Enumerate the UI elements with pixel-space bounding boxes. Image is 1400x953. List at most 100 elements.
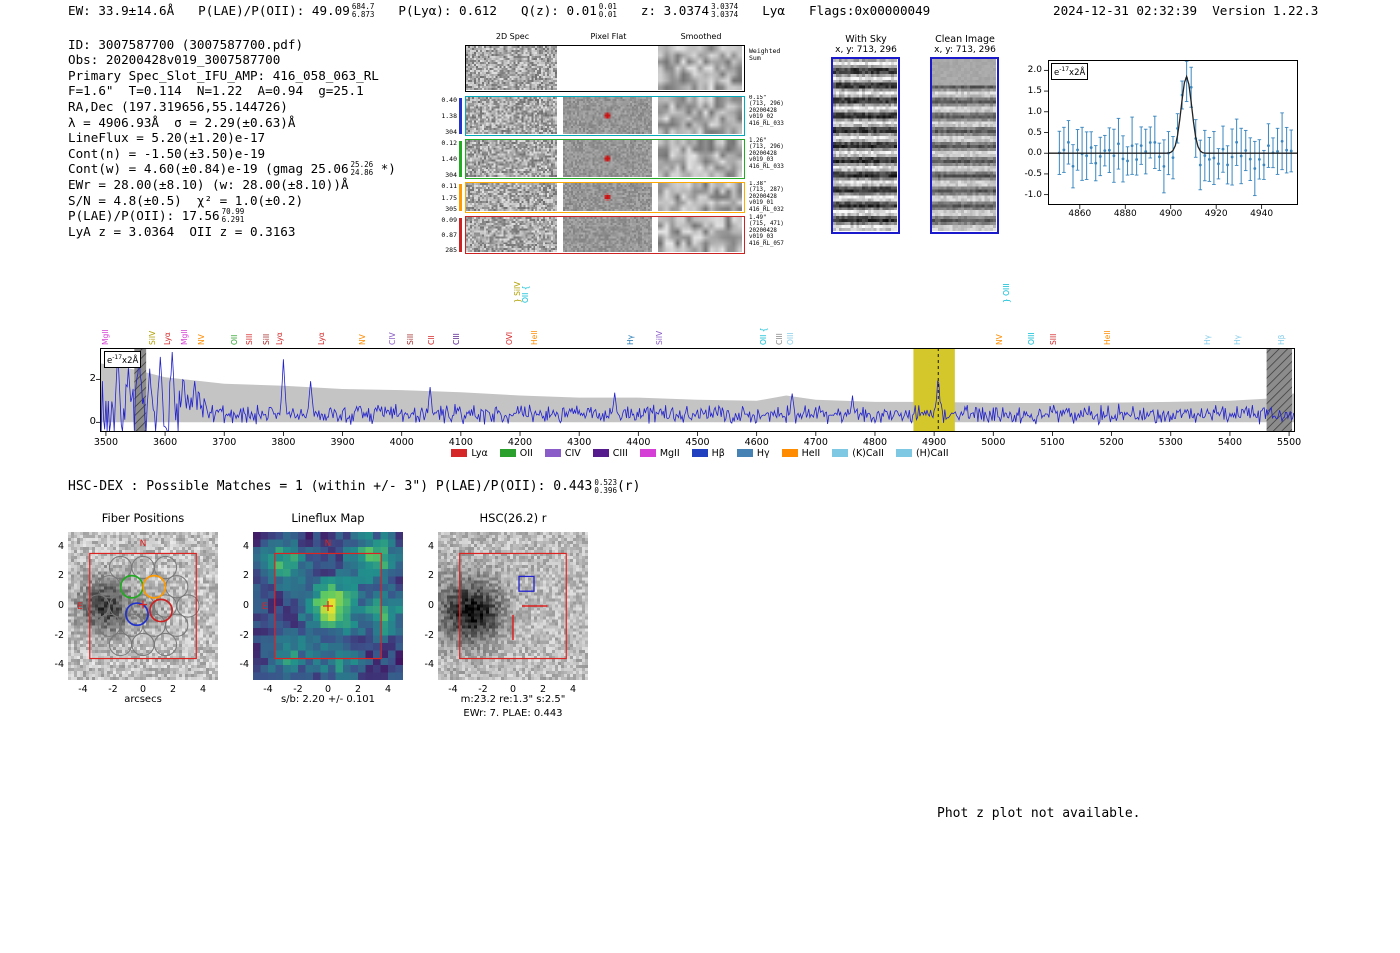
info-line: S/N = 4.8(±0.5) χ² = 1.0(±0.2) [68,192,304,208]
spec2d-row-right-labels: 0.15" (713, 296) 20200428 v019_02 416_RL_033 [749,95,784,127]
zoom-y-tick-label: 0.5 [1027,127,1042,138]
zoom-y-tick-label: 1.5 [1027,86,1042,97]
spectrum-x-tick-label: 4100 [448,437,473,448]
spec2d-fiber-row [465,96,745,136]
lineflux-map-overlay: NE [262,539,382,660]
weighted-sum-label: Weighted Sum [749,47,781,62]
legend-item: HeII [781,447,821,459]
legend-swatch [781,449,798,457]
info-line: Primary Spec_Slot_IFU_AMP: 416_058_063_R… [68,67,379,83]
cutout-x-tick-label: 4 [384,684,392,695]
spec2d-fiber-row [465,182,745,213]
legend-label: Lyα [471,447,488,459]
spectrum-line-label: NV [358,334,368,345]
clean-image-cutout [932,59,996,231]
info-line: Cont(w) = 4.60(±0.84)e-19 (gmag 25.06 25.… [68,160,396,177]
value-uncertainty-stack: 3.0374 3.0374 [711,2,739,19]
spectrum-x-tick-label: 4300 [567,437,592,448]
spectrum-x-tick-label: 4800 [862,437,888,448]
legend-label: HeII [801,447,821,459]
flux-units-annotation: e-17x2Å [1051,63,1089,80]
cutout-x-tick-label: 0 [509,684,517,695]
svg-text:E: E [77,602,83,612]
spec2d-row-tick [459,98,462,134]
spectrum-x-tick-label: 5100 [1040,437,1065,448]
cutout-y-tick-label: -2 [239,629,249,641]
with-sky-title: With Sky [845,34,887,45]
cutout-x-tick-label: -4 [263,684,273,695]
spectrum-line-label: CIII [775,333,785,345]
spectrum-line-label: SiIV [655,330,665,345]
spectrum-x-tick-label: 4500 [685,437,710,448]
info-line: RA,Dec (197.319656,55.144726) [68,98,288,114]
zoom-x-tick-label: 4900 [1159,209,1183,219]
cutout-y-tick-label: -4 [424,659,434,671]
smoothed-image [658,183,742,211]
spectrum-x-tick-label: 4700 [803,437,828,448]
spectrum-line-label: Hγ [1203,334,1213,345]
cutout-x-tick-label: 2 [539,684,547,695]
spec2d-image [466,46,557,90]
cutout-title: Lineflux Map [291,511,365,525]
value-uncertainty-stack: 0.01 0.01 [598,2,617,19]
spectrum-x-tick-label: 3600 [152,437,178,448]
flux-units-annotation: e-17x2Å [104,351,142,368]
cutout-y-tick-label: 0 [57,600,64,611]
cutout-x-tick-label: 4 [569,684,577,695]
clean-image-panel [930,57,999,234]
spec2d-row-left-labels: 0.12 1.40 304 [441,139,457,179]
legend-label: (K)CaII [852,447,884,459]
spec2d-row-tick [459,184,462,211]
legend-swatch [736,449,753,457]
cutout-y-tick-label: 2 [57,570,64,582]
cutout-caption: s/b: 2.20 +/- 0.101 [280,694,376,705]
spectrum-line-label: OIII [1026,332,1036,345]
spec2d-row-right-labels: 1.49" (715, 471) 20200428 v019_03 416_RL_057 [749,215,784,247]
pixelflat-image [563,217,652,252]
spectrum-x-tick-label: 3800 [271,437,296,448]
pixelflat-image [563,183,652,211]
header-segment: z: 3.0374 3.0374 3.0374 [640,2,739,19]
legend-item: OII [499,447,533,459]
spec2d-row-left-labels: 0.11 1.75 305 [441,182,457,213]
spectrum-x-tick-label: 5500 [1276,437,1302,448]
cutout-x-tick-label: 2 [169,684,177,695]
legend-label: OII [519,447,533,459]
spectrum-x-tick-label: 4400 [626,437,651,448]
spectrum-line-label: SiIV [148,330,158,345]
cutout-y-tick-label: -4 [239,659,249,671]
svg-text:E: E [262,602,268,612]
spec2d-fiber-row [465,139,745,179]
header-segment: P(Lyα): 0.612 [398,3,497,19]
spectrum-line-label: HeII [529,330,539,345]
clean-image-title: Clean Image [935,34,995,45]
fiber-positions-overlay: NE [77,539,200,660]
legend-swatch [832,449,849,457]
spec2d-col-header: Smoothed [680,32,722,41]
legend-label: MgII [659,447,680,459]
spec2d-image [466,97,557,134]
info-line: Obs: 20200428v019_3007587700 [68,52,281,68]
spectrum-line-label: SIII [1049,333,1059,345]
zoom-y-tick-label: 1.0 [1027,106,1042,117]
info-line: LyA z = 3.0364 OII z = 0.3163 [68,223,296,239]
header-segment: EW: 33.9±14.6Å [68,3,175,19]
info-line: F=1.6" T=0.114 N=1.22 A=0.94 g=25.1 [68,83,364,99]
header-segment: Lyα [762,3,785,19]
info-line: LineFlux = 5.20(±1.20)e-17 [68,130,266,146]
spec2d-row-tick [459,141,462,177]
legend-swatch [691,449,708,457]
spectrum-line-label: Lyα [316,332,326,345]
spec2d-col-header: 2D Spec [495,32,530,41]
spectrum-line-label: Hγ [1232,334,1242,345]
info-line: λ = 4906.93Å σ = 2.29(±0.63)Å [68,114,296,130]
header-segment: P(LAE)/P(OII): 49.09 684.7 6.873 [198,2,375,19]
cutout-title: Fiber Positions [101,511,185,525]
line-fit-zoom-svg [1044,60,1298,209]
smoothed-image [658,97,742,134]
with-sky-coords: x, y: 713, 296 [835,45,897,55]
spectrum-x-tick-label: 4000 [389,437,414,448]
legend-label: CIII [612,447,628,459]
clean-image-coords: x, y: 713, 296 [934,45,996,55]
spec2d-image [466,217,557,252]
